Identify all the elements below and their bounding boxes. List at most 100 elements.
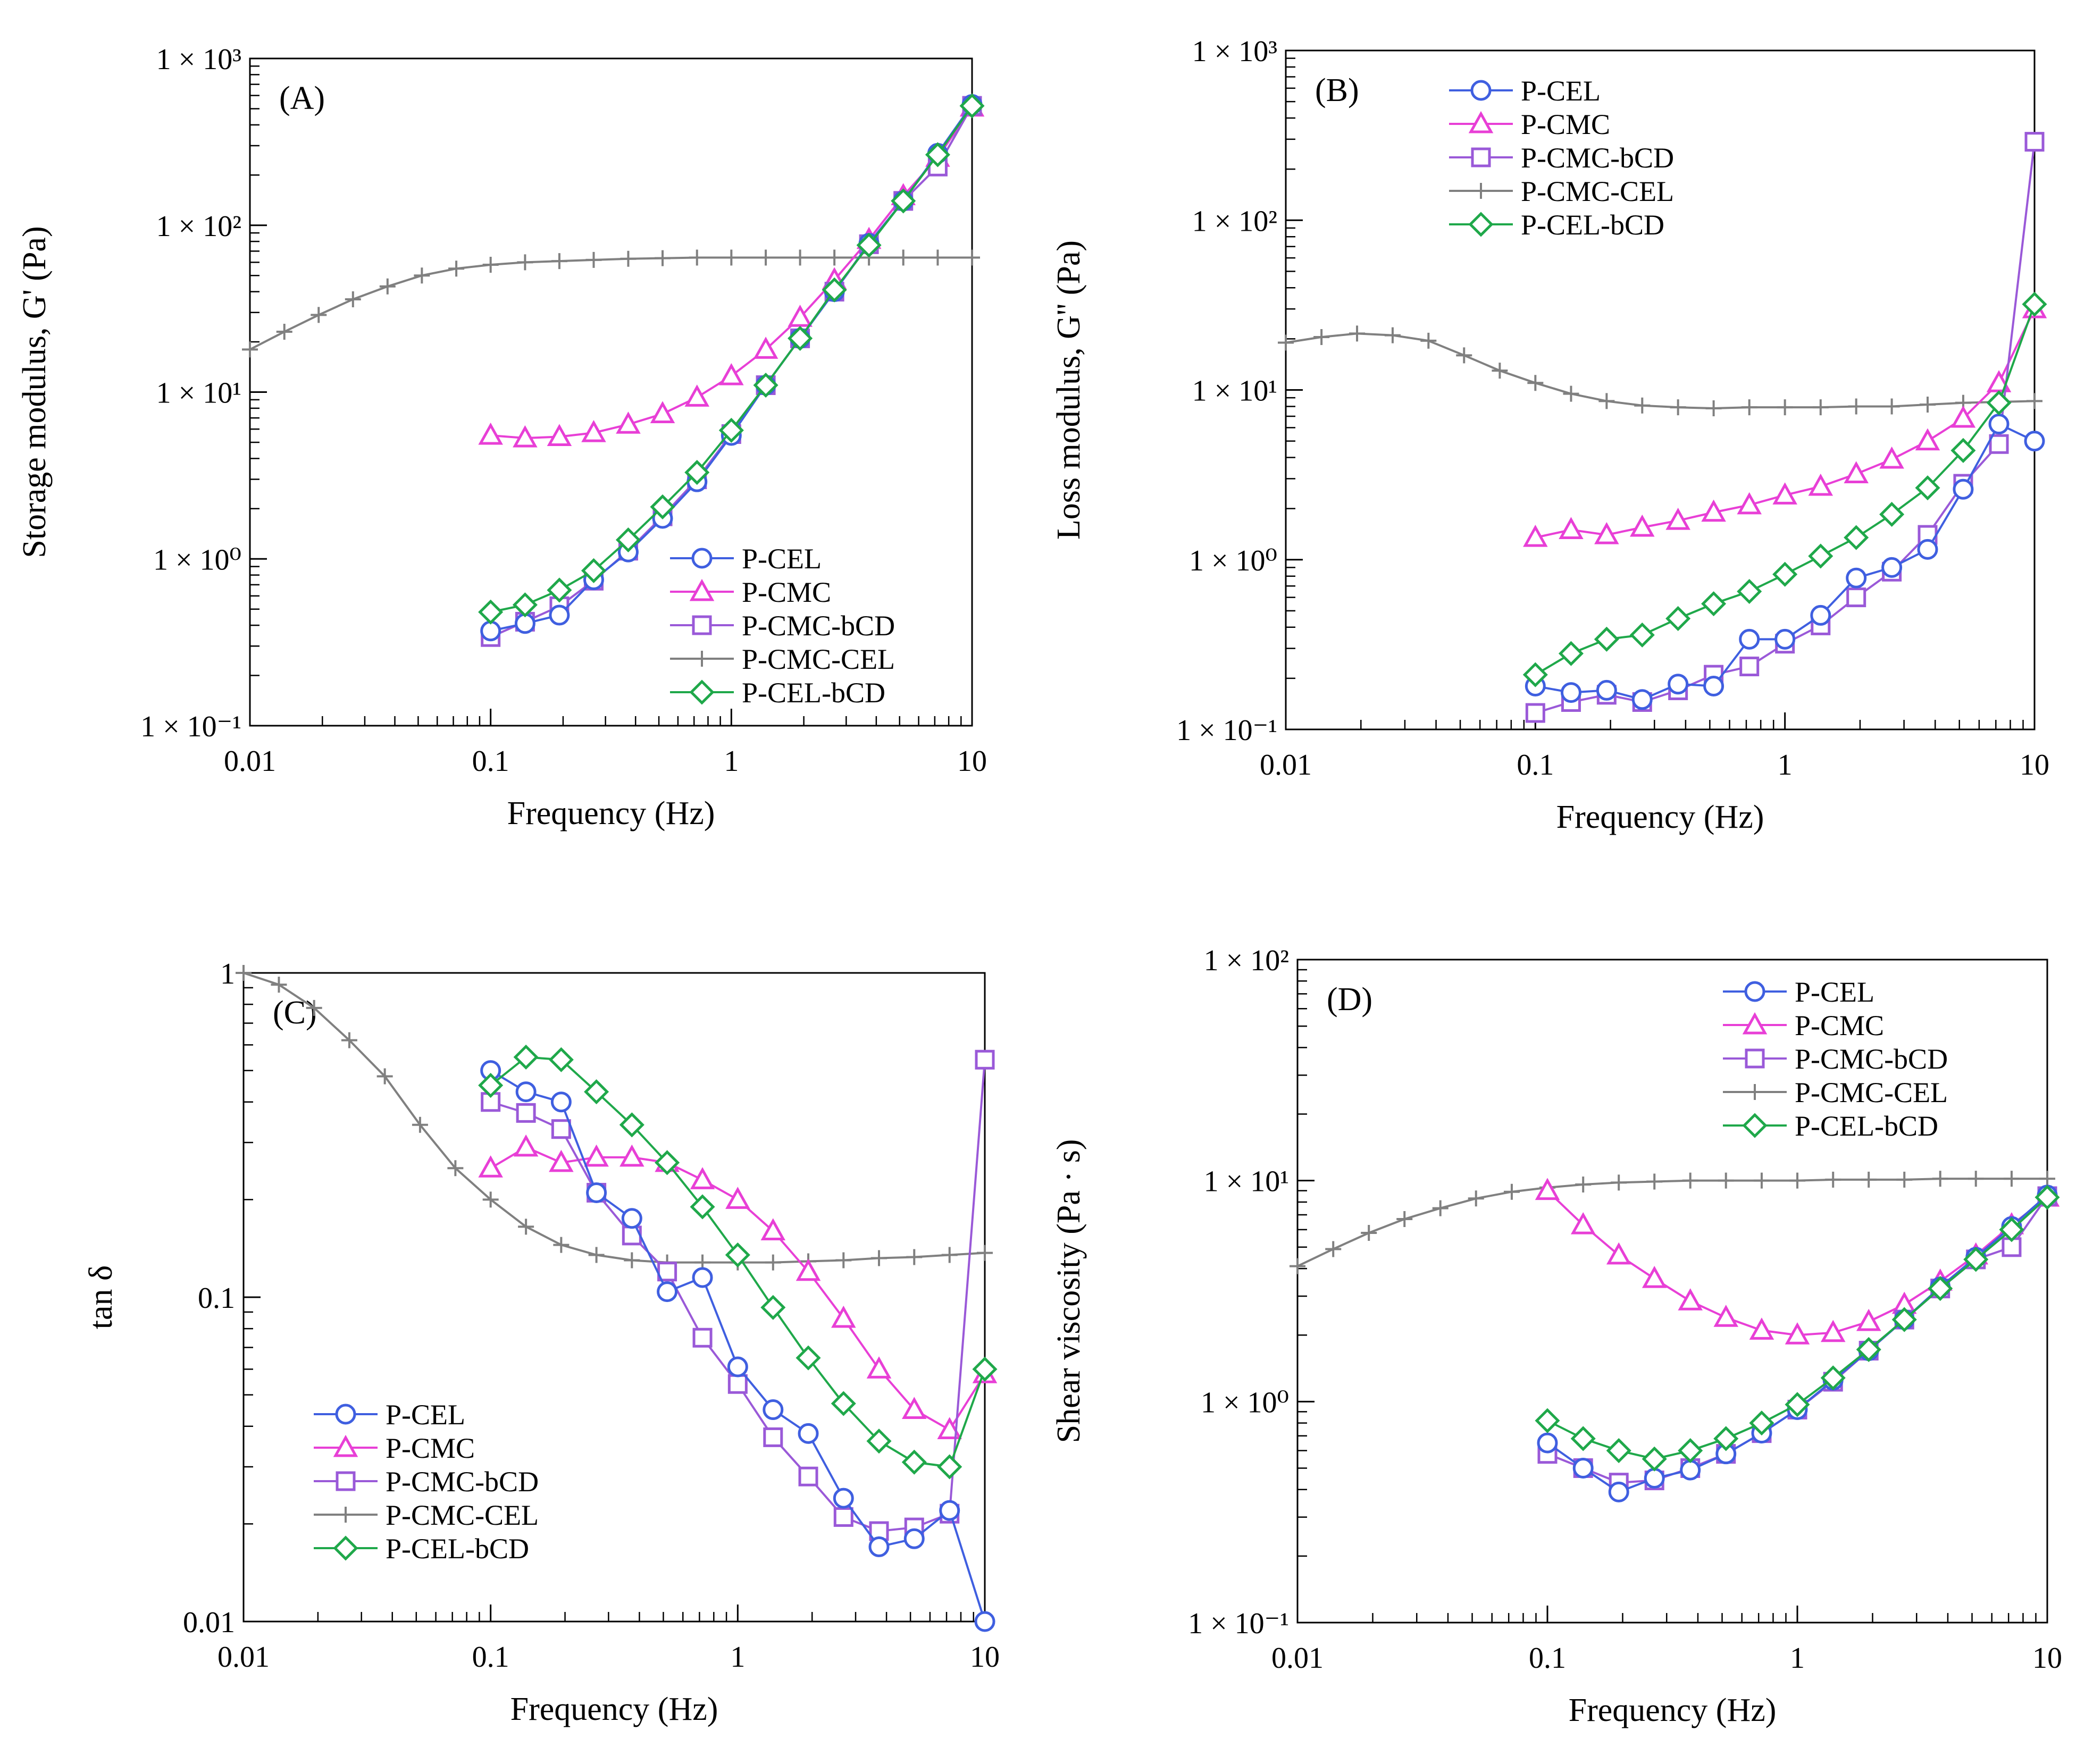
data-point — [1989, 434, 2009, 454]
data-point — [1560, 682, 1581, 703]
x-tick-label: 0.01 — [217, 1641, 270, 1674]
data-point — [1682, 1172, 1698, 1189]
legend-item: P-CEL — [1449, 75, 1601, 107]
data-point — [975, 1049, 995, 1070]
data-point — [345, 291, 361, 307]
data-point — [833, 1488, 854, 1509]
data-point — [1563, 385, 1579, 402]
data-point — [1537, 1432, 1558, 1454]
data-point — [1642, 1446, 1667, 1472]
data-point — [1749, 1410, 1774, 1436]
data-point — [1325, 1241, 1342, 1257]
y-tick-label: 1 × 10⁻¹ — [1176, 714, 1277, 747]
data-point — [906, 1249, 923, 1265]
legend-item: P-CMC-CEL — [670, 643, 895, 675]
x-tick-label: 0.1 — [472, 1641, 509, 1674]
data-point — [930, 249, 946, 266]
data-point — [1570, 1212, 1596, 1234]
x-axis-label: Frequency (Hz) — [1569, 1692, 1777, 1728]
legend-marker — [336, 1471, 356, 1491]
data-point — [376, 1068, 393, 1085]
legend-marker — [338, 1507, 354, 1523]
data-point — [1772, 561, 1798, 587]
data-point — [1772, 482, 1797, 505]
data-point — [621, 1208, 642, 1229]
data-point — [2027, 393, 2042, 409]
series-p-cmc-cel — [1278, 325, 2042, 416]
legend-item: P-CMC-CEL — [314, 1499, 539, 1531]
minor-ticks — [1286, 57, 2024, 729]
series-p-cel-bcd — [1535, 1185, 2060, 1472]
y-tick-label: 0.1 — [198, 1282, 235, 1315]
data-point — [895, 249, 911, 266]
data-point — [1846, 567, 1867, 589]
data-point — [547, 424, 572, 446]
data-point — [513, 1044, 539, 1070]
data-point — [1668, 674, 1689, 695]
data-point — [1881, 557, 1903, 578]
data-point — [515, 1081, 537, 1103]
data-point — [1384, 327, 1401, 343]
data-point — [1527, 375, 1544, 391]
legend-marker — [1468, 111, 1494, 133]
data-point — [866, 1429, 892, 1454]
data-point — [657, 1281, 678, 1303]
x-tick-label: 0.1 — [472, 745, 509, 778]
data-point — [831, 1305, 856, 1328]
data-point — [1629, 622, 1655, 648]
legend-label: P-CEL — [1521, 75, 1601, 107]
legend-label: P-CMC-CEL — [742, 643, 895, 675]
legend-item: P-CMC-bCD — [314, 1466, 539, 1498]
legend-item: P-CEL — [314, 1399, 465, 1431]
data-point — [692, 1267, 713, 1288]
data-point — [1575, 1177, 1592, 1193]
legend-marker — [689, 679, 715, 705]
y-tick-label: 1 × 10² — [156, 210, 241, 243]
data-point — [1290, 1258, 1305, 1274]
data-point — [692, 1328, 713, 1348]
legend-label: P-CMC-CEL — [1521, 175, 1674, 207]
data-point — [941, 1247, 958, 1263]
legend-item: P-CMC-CEL — [1723, 1077, 1948, 1108]
legend-marker — [1471, 147, 1491, 167]
data-point — [753, 337, 778, 359]
data-point — [763, 1427, 783, 1447]
data-point — [624, 1252, 640, 1269]
data-point — [1598, 393, 1615, 409]
data-point — [684, 384, 710, 407]
data-point — [1932, 1171, 1948, 1187]
data-point — [901, 1449, 927, 1475]
data-point — [1808, 473, 1834, 496]
series-p-cmc — [1523, 296, 2047, 547]
data-point — [718, 417, 744, 443]
data-point — [1919, 397, 1936, 413]
legend-item: P-CEL-bCD — [1723, 1110, 1938, 1142]
data-point — [2024, 431, 2045, 452]
legend-item: P-CEL-bCD — [1449, 209, 1664, 241]
data-point — [831, 1391, 856, 1416]
legend-item: P-CMC — [314, 1432, 475, 1464]
data-point — [379, 278, 396, 295]
data-point — [276, 324, 292, 340]
data-point — [581, 419, 606, 442]
data-point — [482, 1191, 499, 1208]
data-point — [725, 1242, 750, 1268]
panel-label: (D) — [1327, 981, 1372, 1018]
data-point — [448, 261, 465, 277]
data-point — [1596, 679, 1617, 701]
data-point — [760, 1295, 786, 1320]
data-point — [765, 1254, 781, 1271]
data-point — [856, 232, 882, 258]
legend-label: P-CMC-bCD — [386, 1466, 539, 1498]
legend-marker — [1744, 981, 1765, 1002]
legend-label: P-CEL-bCD — [1795, 1110, 1938, 1142]
data-point — [1680, 1459, 1701, 1481]
data-point — [1361, 1225, 1377, 1241]
data-point — [1812, 399, 1829, 416]
data-point — [1785, 1392, 1810, 1417]
